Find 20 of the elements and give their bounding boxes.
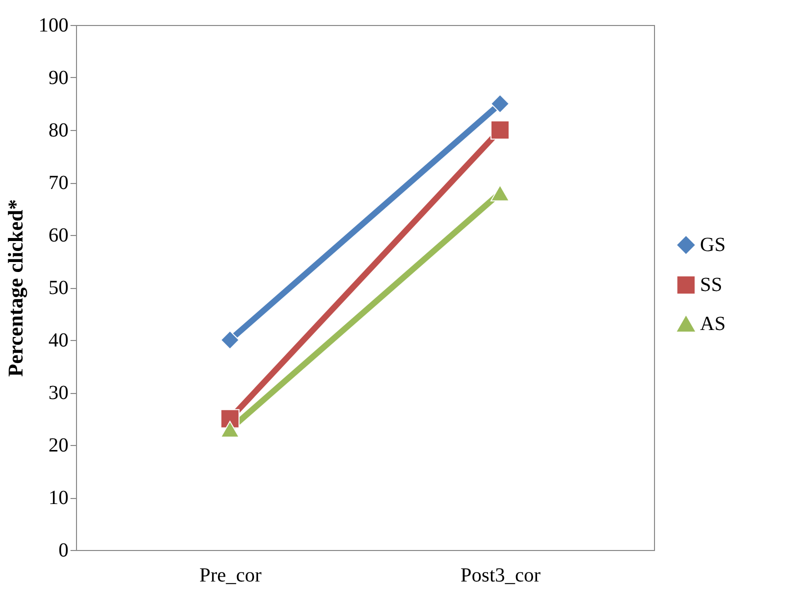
y-tick-label: 10	[48, 487, 68, 509]
y-tick-label: 60	[48, 224, 68, 246]
legend-label: SS	[700, 274, 722, 296]
point	[220, 330, 240, 350]
y-tick-label: 40	[48, 330, 68, 352]
y-tick-label: 100	[38, 14, 68, 36]
legend-label: AS	[700, 313, 726, 335]
legend-label: GS	[700, 234, 726, 256]
x-tick-label: Post3_cor	[460, 564, 541, 586]
x-tick-label: Pre_cor	[199, 564, 262, 586]
y-tick-label: 90	[48, 67, 68, 89]
y-tick-label: 50	[48, 277, 68, 299]
point	[490, 120, 510, 140]
y-tick-label: 0	[58, 540, 68, 562]
y-tick-label: 20	[48, 434, 68, 456]
y-tick-label: 30	[48, 382, 68, 404]
y-tick-label: 70	[48, 172, 68, 194]
point	[490, 94, 510, 114]
y-axis-title: Percentage clicked*	[4, 199, 28, 377]
y-tick-label: 80	[48, 120, 68, 142]
